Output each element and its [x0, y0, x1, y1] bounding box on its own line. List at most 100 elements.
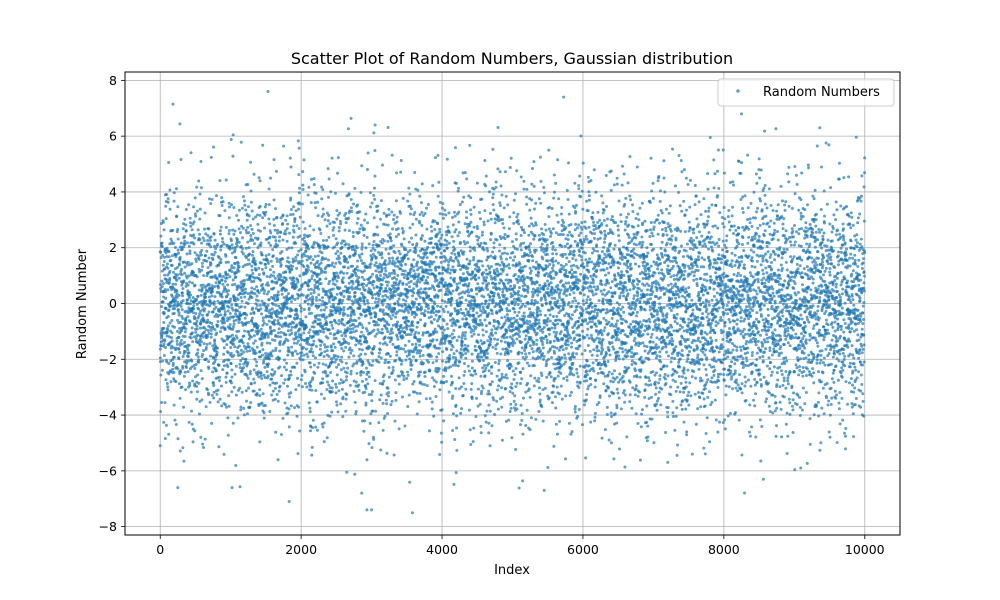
scatter-point: [413, 170, 417, 174]
scatter-point: [435, 338, 439, 342]
scatter-point: [276, 228, 280, 232]
scatter-point: [409, 236, 413, 240]
scatter-point: [322, 212, 326, 216]
scatter-point: [174, 346, 178, 350]
scatter-point: [161, 263, 165, 267]
scatter-point: [275, 257, 279, 261]
scatter-point: [237, 269, 241, 273]
scatter-point: [409, 332, 413, 336]
scatter-point: [489, 217, 493, 221]
scatter-point: [418, 295, 422, 299]
scatter-point: [198, 238, 202, 242]
scatter-point: [232, 337, 236, 341]
scatter-point: [502, 336, 506, 340]
scatter-point: [259, 241, 263, 245]
scatter-point: [389, 239, 393, 243]
scatter-point: [448, 357, 452, 361]
scatter-point: [470, 352, 474, 356]
scatter-point: [489, 274, 493, 278]
scatter-point: [400, 304, 404, 308]
scatter-point: [293, 297, 297, 301]
scatter-point: [202, 325, 206, 329]
scatter-point: [199, 340, 203, 344]
scatter-point: [199, 309, 203, 313]
scatter-point: [449, 303, 453, 307]
scatter-point: [262, 272, 266, 276]
scatter-point: [293, 365, 297, 369]
scatter-point: [363, 302, 367, 306]
scatter-point: [392, 269, 396, 273]
scatter-point: [356, 203, 359, 207]
scatter-point: [336, 156, 340, 160]
scatter-point: [221, 368, 225, 372]
scatter-point: [383, 361, 387, 365]
scatter-point: [195, 275, 199, 279]
scatter-point: [176, 227, 180, 231]
scatter-point: [277, 239, 281, 243]
scatter-point: [242, 199, 246, 203]
scatter-point: [198, 232, 202, 236]
scatter-point: [267, 253, 271, 257]
scatter-point: [405, 253, 409, 257]
scatter-point: [371, 306, 375, 310]
scatter-point: [202, 239, 206, 243]
scatter-point: [406, 373, 410, 377]
scatter-point: [248, 405, 252, 409]
scatter-point: [482, 271, 486, 275]
scatter-point: [392, 453, 396, 457]
scatter-point: [183, 217, 187, 221]
scatter-point: [355, 246, 359, 250]
scatter-point: [258, 179, 262, 183]
scatter-point: [285, 384, 289, 388]
scatter-point: [383, 341, 387, 345]
scatter-point: [275, 280, 279, 284]
scatter-point: [190, 262, 194, 266]
scatter-point: [346, 127, 350, 131]
scatter-point: [320, 303, 324, 307]
scatter-point: [365, 458, 369, 462]
scatter-point: [490, 328, 494, 332]
scatter-point: [396, 273, 400, 277]
scatter-point: [222, 290, 225, 294]
scatter-point: [255, 364, 259, 368]
scatter-point: [317, 361, 321, 365]
scatter-point: [261, 392, 265, 396]
scatter-point: [386, 239, 390, 243]
scatter-point: [276, 290, 280, 294]
scatter-point: [448, 353, 452, 357]
scatter-point: [262, 359, 266, 363]
scatter-point: [195, 209, 199, 213]
scatter-point: [235, 244, 239, 248]
scatter-point: [186, 283, 190, 287]
scatter-point: [459, 411, 463, 415]
scatter-point: [247, 337, 251, 341]
scatter-point: [160, 333, 164, 337]
scatter-point: [170, 336, 173, 340]
scatter-point: [300, 338, 304, 342]
scatter-point: [261, 216, 265, 220]
scatter-point: [348, 286, 352, 290]
scatter-point: [250, 264, 254, 268]
scatter-point: [168, 269, 172, 273]
scatter-point: [211, 356, 215, 360]
scatter-point: [311, 297, 315, 301]
scatter-point: [336, 355, 340, 359]
scatter-point: [454, 181, 458, 185]
scatter-point: [285, 301, 289, 304]
scatter-point: [215, 331, 219, 335]
scatter-point: [374, 320, 378, 324]
scatter-point: [456, 364, 460, 368]
scatter-point: [288, 350, 292, 354]
scatter-point: [257, 266, 261, 270]
scatter-point: [246, 292, 250, 296]
scatter-point: [305, 340, 309, 344]
scatter-point: [218, 281, 222, 285]
scatter-point: [276, 319, 280, 323]
scatter-point: [379, 448, 383, 452]
scatter-point: [487, 431, 491, 435]
scatter-point: [500, 438, 504, 442]
scatter-point: [441, 271, 445, 275]
scatter-point: [236, 298, 240, 302]
scatter-point: [485, 409, 489, 413]
scatter-point: [287, 260, 291, 264]
